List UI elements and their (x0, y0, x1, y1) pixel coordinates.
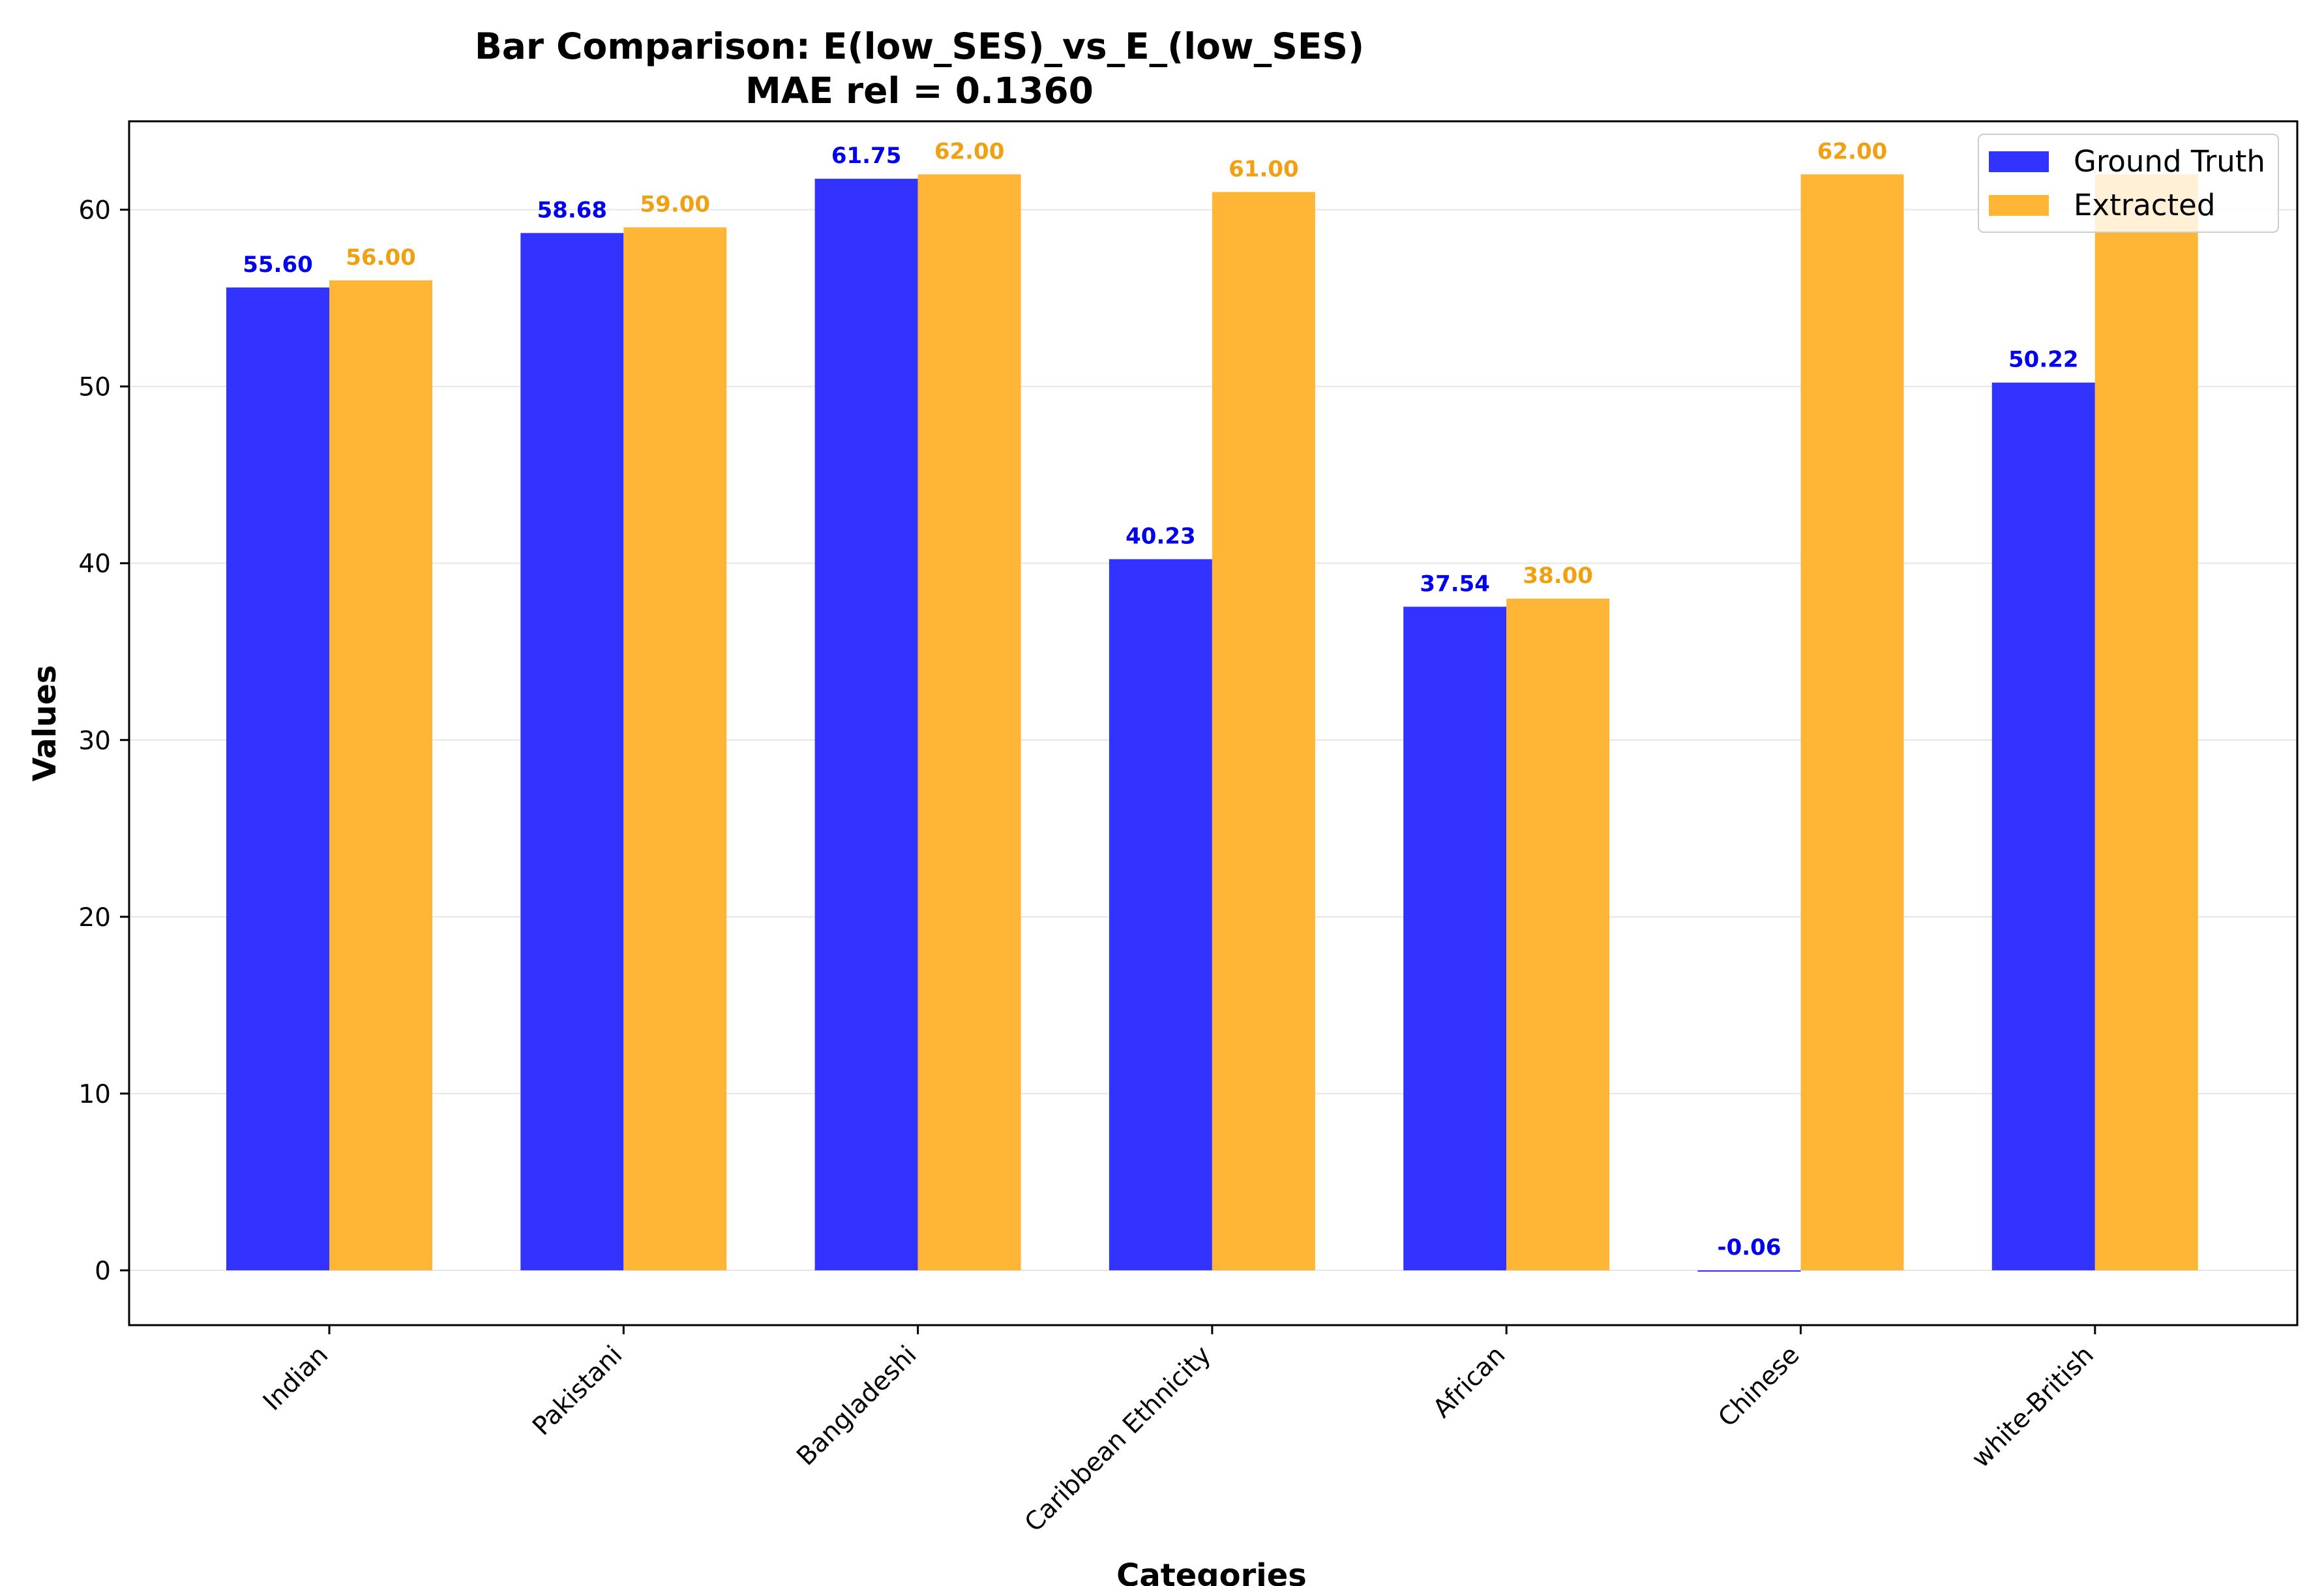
data-label: 62.00 (934, 138, 1005, 164)
data-label: 40.23 (1125, 523, 1196, 549)
chart-subtitle: MAE rel = 0.1360 (745, 70, 1094, 112)
bars (226, 174, 2198, 1272)
bar-extracted (1506, 598, 1610, 1270)
y-tick-label: 30 (78, 726, 111, 756)
y-axis-ticks: 0 10 20 30 40 50 60 (78, 196, 129, 1286)
data-label: 37.54 (1420, 571, 1490, 597)
data-label: 59.00 (640, 192, 711, 218)
bar-ground-truth (520, 233, 624, 1270)
y-tick-label: 20 (78, 903, 111, 933)
legend: Ground Truth Extracted (1978, 134, 2279, 233)
y-tick-label: 0 (95, 1257, 111, 1286)
bar-extracted (329, 280, 432, 1270)
bar-ground-truth (1109, 559, 1212, 1270)
legend-swatch-extracted (1989, 195, 2049, 216)
bar-ground-truth (1403, 606, 1507, 1270)
bar-extracted (2094, 174, 2198, 1270)
bar-ground-truth (1697, 1270, 1801, 1272)
chart-title: Bar Comparison: E(low_SES)_vs_E_(low_SES… (475, 25, 1364, 67)
bar-ground-truth (1991, 382, 2095, 1270)
data-label: 55.60 (243, 252, 313, 278)
bar-ground-truth (814, 179, 918, 1270)
legend-label-extracted: Extracted (2074, 188, 2215, 222)
bar-ground-truth (226, 287, 329, 1270)
x-axis-label: Categories (1116, 1557, 1307, 1586)
data-label: 38.00 (1523, 563, 1593, 589)
y-tick-label: 50 (78, 373, 111, 402)
plot-frame (128, 120, 2299, 1326)
y-tick-label: 40 (78, 550, 111, 579)
data-labels: 55.60 56.00 58.68 59.00 61.75 62.00 40.23 61.00… (243, 138, 2078, 1261)
data-label: 61.00 (1229, 156, 1299, 182)
data-label: -0.06 (1718, 1234, 1781, 1261)
bar-extracted (1800, 174, 1904, 1270)
y-tick-label: 60 (78, 196, 111, 226)
legend-label-ground-truth: Ground Truth (2074, 144, 2265, 179)
legend-swatch-ground-truth (1989, 151, 2049, 172)
y-tick-label: 10 (78, 1080, 111, 1109)
y-axis-label: Values (27, 665, 63, 782)
data-label: 50.22 (2008, 347, 2079, 373)
data-label: 62.00 (1817, 138, 1888, 164)
data-label: 56.00 (346, 245, 416, 271)
legend-box (1978, 134, 2279, 233)
data-label: 58.68 (537, 197, 608, 223)
bar-extracted (1212, 192, 1315, 1270)
bar-extracted (917, 174, 1021, 1270)
data-label: 61.75 (831, 143, 902, 169)
bar-extracted (623, 227, 727, 1270)
